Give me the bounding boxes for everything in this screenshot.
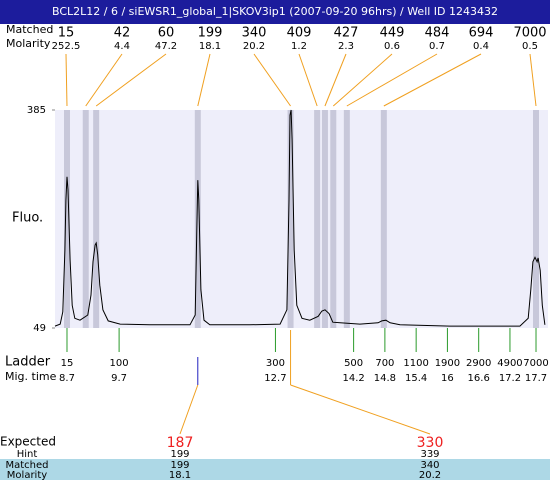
table-cell: 20.2 [419,470,441,480]
peak-band [194,110,201,328]
peak-connector [383,53,482,107]
peak-band [343,110,350,328]
expected-connector [179,384,199,435]
peak-molarity: 0.5 [522,41,538,52]
expected-connector [290,384,431,435]
peak-connector [346,53,438,107]
peak-connector [298,53,318,107]
ladder-time: 14.2 [342,373,364,384]
peak-band [63,110,70,328]
peak-band [82,110,89,328]
ladder-size: 7000 [523,358,548,369]
ladder-size: 500 [344,358,363,369]
peak-band [314,110,321,328]
ladder-size: 1100 [403,358,428,369]
peak-molarity: 1.2 [291,41,307,52]
table-cell: 187 [167,435,194,451]
table-cell: 339 [420,449,439,460]
peak-size: 60 [158,26,175,41]
y-tick-label: 385 [27,105,46,116]
peak-band [533,110,540,328]
peak-band [380,110,387,328]
peak-size: 199 [198,26,223,41]
row-label: Hint [17,449,38,460]
peak-size: 694 [469,26,494,41]
peak-size: 340 [242,26,267,41]
ladder-time: 17.2 [499,373,521,384]
ladder-time: 8.7 [59,373,75,384]
peak-connector [85,53,123,107]
peak-molarity: 0.4 [473,41,489,52]
table-cell: 18.1 [169,470,191,480]
table-cell: 199 [170,460,189,471]
peak-molarity: 18.1 [199,41,221,52]
peak-size: 15 [58,26,75,41]
peak-connector [332,53,393,107]
ladder-time: 15.4 [405,373,427,384]
ladder-time: 9.7 [111,373,127,384]
row-label: Matched [5,460,48,471]
ladder-time: 12.7 [264,373,286,384]
ladder-time: 14.8 [374,373,396,384]
peak-band [321,110,328,328]
molarity-label: Molarity [6,37,51,50]
plot-area [55,110,548,328]
peak-band [330,110,337,328]
ladder-label: Ladder [5,355,51,370]
peak-molarity: 0.6 [384,41,400,52]
ladder-time: 17.7 [525,373,547,384]
peak-molarity: 2.3 [338,41,354,52]
peak-molarity: 0.7 [429,41,445,52]
peak-molarity: 20.2 [243,41,265,52]
peak-size: 484 [425,26,450,41]
table-cell: 199 [170,449,189,460]
peak-connector [253,53,291,107]
ladder-size: 300 [266,358,285,369]
sizes-label: Matched [6,23,53,36]
peak-connector [529,53,537,107]
ladder-size: 4900 [497,358,522,369]
peak-size: 449 [380,26,405,41]
peak-molarity: 4.4 [114,41,130,52]
ladder-size: 100 [110,358,129,369]
y-axis-label: Fluo. [12,211,43,226]
ladder-size: 700 [375,358,394,369]
row-label: Expected [0,435,56,449]
peak-band [93,110,100,328]
y-tick-label: 49 [33,323,46,334]
table-highlight [0,459,550,480]
peak-size: 427 [334,26,359,41]
table-cell: 340 [420,460,439,471]
ladder-size: 1900 [435,358,460,369]
row-label: Molarity [7,470,47,480]
peak-connector [197,53,211,107]
peak-size: 7000 [513,26,546,41]
peak-size: 42 [114,26,131,41]
peak-connector [65,53,68,107]
trace [54,109,546,327]
peak-molarity: 47.2 [155,41,177,52]
peak-size: 409 [287,26,312,41]
header-bar [0,0,550,24]
ladder-time: 16.6 [468,373,490,384]
header-title: BCL2L12 / 6 / siEWSR1_global_1|SKOV3ip1 … [52,5,498,18]
peak-molarity: 252.5 [52,41,81,52]
peak-connector [95,53,167,107]
ladder-time: 16 [441,373,454,384]
peak-band [287,110,294,328]
peak-connector [324,53,347,107]
mig-time-label: Mig. time [5,370,57,383]
ladder-size: 2900 [466,358,491,369]
table-cell: 330 [417,435,444,451]
ladder-size: 15 [61,358,74,369]
